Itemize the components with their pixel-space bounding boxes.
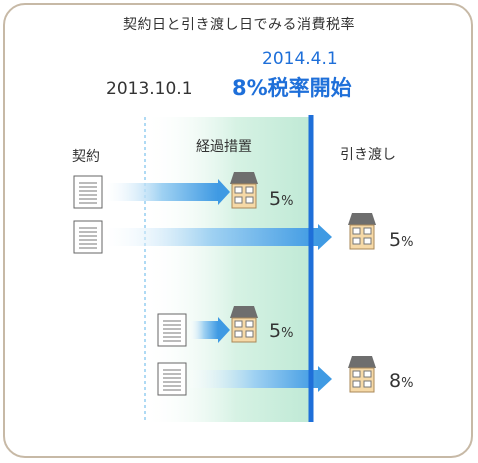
case-arrow-head <box>318 366 332 392</box>
house-icon <box>347 355 377 393</box>
case-arrow-shaft <box>106 183 218 201</box>
tax-rate-value: 5 <box>389 229 402 251</box>
transition-start-date: 2013.10.1 <box>106 79 193 99</box>
house-icon <box>347 212 377 250</box>
case-arrow-head <box>218 179 230 205</box>
tax-rate-value: 5 <box>269 320 282 342</box>
tax-rate-unit: % <box>401 235 414 250</box>
tax-rate-unit: % <box>401 376 414 391</box>
case-arrow-shaft <box>190 370 318 388</box>
tax-start-date: 2014.4.1 <box>262 49 338 69</box>
column-label-contract: 契約 <box>72 149 100 165</box>
case-arrow-shaft <box>190 321 218 339</box>
house-icon <box>229 171 259 209</box>
contract-document-icon <box>157 313 187 347</box>
contract-document-icon <box>73 220 103 254</box>
case-arrow-head <box>318 224 332 250</box>
case-arrow-head <box>218 317 230 343</box>
case-arrow-shaft <box>106 228 318 246</box>
tax-rate-value: 8 <box>389 370 402 392</box>
contract-document-icon <box>73 175 103 209</box>
tax-rate-label: 5% <box>269 188 293 210</box>
house-icon <box>229 305 259 343</box>
tax-rate-unit: % <box>281 194 294 209</box>
tax-start-label: 8%税率開始 <box>232 76 352 100</box>
tax-rate-label: 8% <box>389 370 413 392</box>
tax-rate-label: 5% <box>389 229 413 251</box>
column-label-transition: 経過措置 <box>196 139 252 155</box>
contract-document-icon <box>157 362 187 396</box>
tax-rate-unit: % <box>281 326 294 341</box>
diagram-title: 契約日と引き渡し日でみる消費税率 <box>123 17 355 33</box>
column-label-delivery: 引き渡し <box>340 147 396 163</box>
tax-rate-value: 5 <box>269 188 282 210</box>
tax-rate-label: 5% <box>269 320 293 342</box>
